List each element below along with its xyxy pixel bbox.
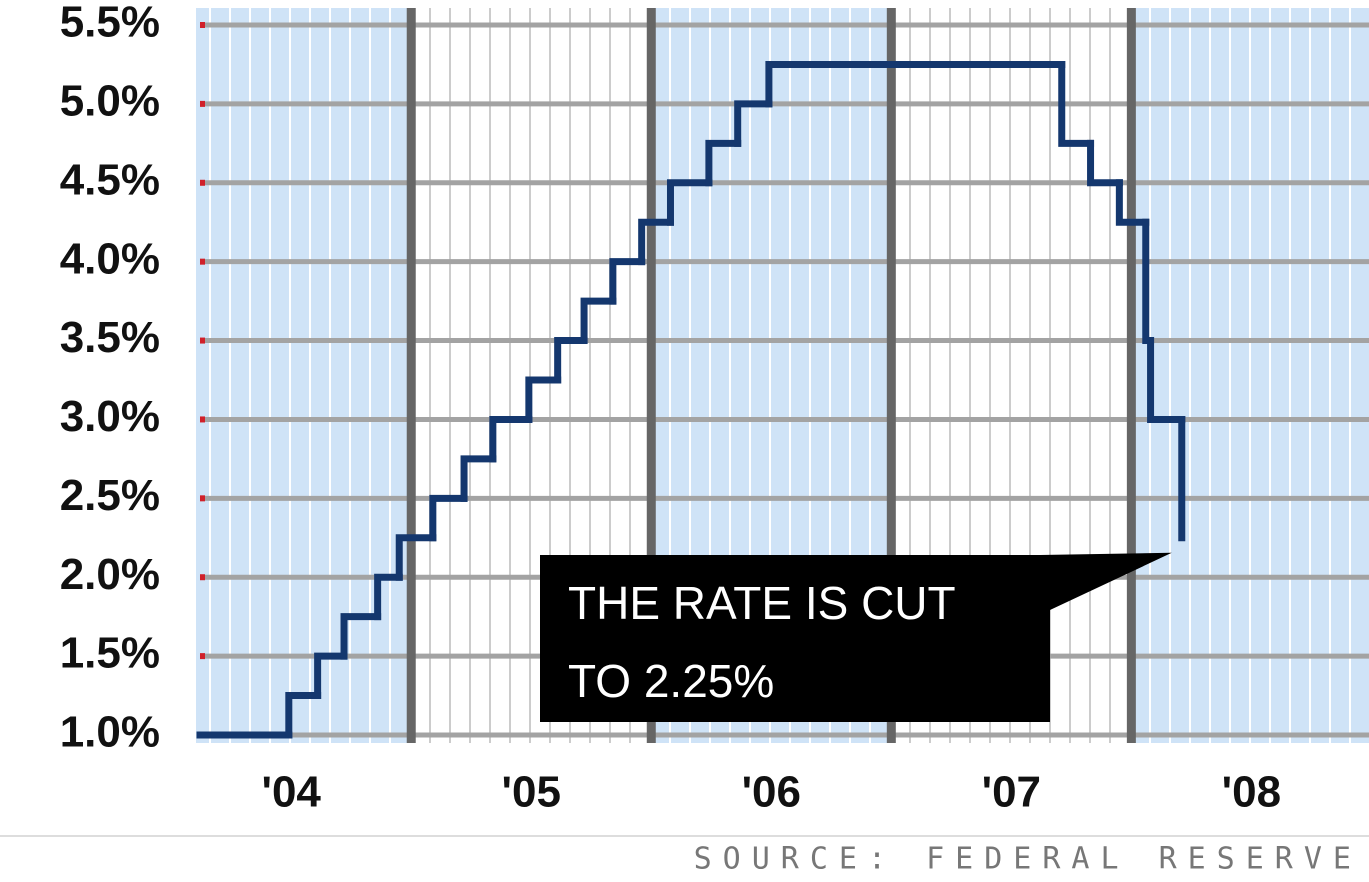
annotation: TO 2.25%	[568, 655, 774, 707]
rate-step	[429, 494, 468, 542]
rate-step	[314, 652, 348, 700]
y-tick-label: 4.0%	[60, 234, 160, 283]
rate-step	[580, 297, 617, 345]
y-tick-mark	[200, 258, 205, 265]
rate-step	[525, 376, 562, 423]
rate-step	[1058, 60, 1095, 147]
rate-step	[734, 100, 773, 147]
rate-step	[374, 573, 403, 621]
rate-step	[666, 179, 713, 226]
y-tick-mark	[200, 495, 205, 502]
callout-box	[540, 552, 1172, 722]
x-tick-label: '05	[502, 768, 561, 817]
y-tick-label: 2.5%	[60, 471, 160, 520]
y-tick-mark	[200, 653, 205, 660]
y-tick-label: 1.5%	[60, 629, 160, 678]
rate-step	[395, 534, 437, 581]
rate-step	[460, 455, 497, 502]
x-tick-label: '06	[742, 768, 801, 817]
y-tick-label: 5.5%	[60, 0, 160, 47]
y-tick-label: 3.5%	[60, 313, 160, 362]
rate-step	[765, 60, 1066, 108]
y-tick-mark	[200, 337, 205, 344]
y-tick-label: 2.0%	[60, 550, 160, 599]
rate-step	[1087, 139, 1123, 187]
y-tick-label: 5.0%	[60, 77, 160, 126]
x-tick-label: '08	[1222, 768, 1281, 817]
rate-step	[638, 218, 674, 266]
x-tick-label: '04	[262, 768, 322, 817]
rate-step	[554, 337, 588, 384]
rate-step	[285, 692, 322, 739]
source: SOURCE: FEDERAL RESERVE	[694, 842, 1362, 877]
y-tick-mark	[200, 416, 205, 423]
rate-step	[705, 139, 742, 187]
y-tick-mark	[200, 574, 205, 581]
rate-step	[1115, 179, 1150, 226]
y-tick-mark	[200, 179, 205, 186]
annotation: THE RATE IS CUT	[568, 577, 956, 629]
y-tick-mark	[200, 22, 205, 28]
rate-step	[1147, 337, 1186, 423]
y-tick-label: 1.0%	[60, 708, 160, 757]
rate-step	[489, 415, 533, 463]
y-tick-mark	[200, 100, 205, 107]
y-tick-label: 3.0%	[60, 392, 160, 441]
y-tick-label: 4.5%	[60, 155, 160, 204]
rate-step	[340, 613, 382, 660]
rate-step	[609, 258, 646, 305]
x-tick-label: '07	[982, 768, 1041, 817]
